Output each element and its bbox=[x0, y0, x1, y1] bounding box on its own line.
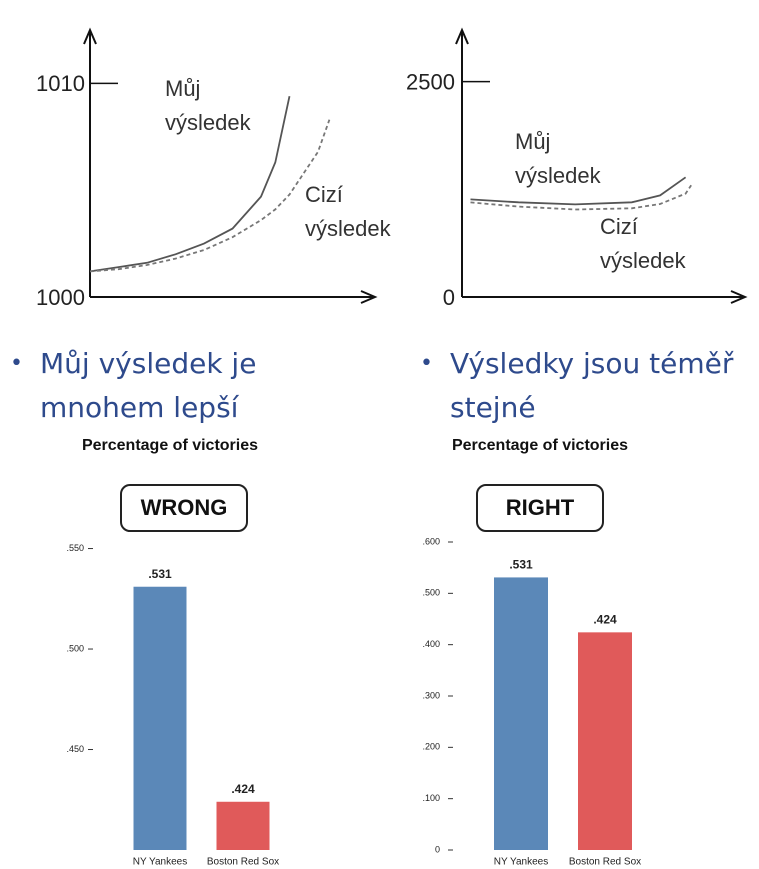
caption: Výsledky jsou téměř stejné bbox=[420, 342, 750, 430]
series-label: Můj výsledek bbox=[165, 76, 251, 135]
series-line bbox=[470, 176, 687, 206]
y-tick-label: .300 bbox=[422, 690, 440, 700]
chart-title: Percentage of victories bbox=[451, 437, 629, 454]
series-label: Cizí výsledek bbox=[600, 214, 686, 273]
x-tick-label: Boston Red Sox bbox=[207, 857, 279, 868]
y-tick-label: .500 bbox=[422, 588, 440, 598]
bar bbox=[494, 577, 548, 850]
y-tick-label: .100 bbox=[422, 793, 440, 803]
x-tick-label: Boston Red Sox bbox=[569, 857, 641, 868]
bar bbox=[133, 586, 187, 850]
y-tick-label: .450 bbox=[66, 744, 84, 754]
bar bbox=[578, 632, 632, 850]
y-tick-label: 1010 bbox=[36, 71, 85, 96]
bar bbox=[216, 801, 270, 850]
series-line bbox=[89, 96, 291, 273]
x-axis bbox=[462, 290, 748, 304]
series-label: Můj výsledek bbox=[515, 129, 601, 188]
x-tick-label: NY Yankees bbox=[494, 857, 548, 868]
value-label: .424 bbox=[593, 613, 617, 627]
x-tick-label: NY Yankees bbox=[133, 857, 187, 868]
y-tick-label: .500 bbox=[66, 643, 84, 653]
y-tick-label: 0 bbox=[443, 285, 455, 310]
y-tick-label: .400 bbox=[422, 639, 440, 649]
series-line bbox=[470, 184, 692, 211]
y-tick-label: .600 bbox=[422, 536, 440, 546]
y-tick-label: .200 bbox=[422, 742, 440, 752]
value-label: .531 bbox=[148, 567, 172, 581]
value-label: .531 bbox=[509, 558, 533, 572]
annotation: WRONG bbox=[120, 484, 248, 532]
caption: Můj výsledek je mnohem lepší bbox=[10, 342, 300, 430]
series-label: Cizí výsledek bbox=[305, 182, 391, 241]
x-axis bbox=[90, 290, 378, 304]
value-label: .424 bbox=[231, 782, 255, 796]
y-tick-label: 0 bbox=[435, 844, 440, 854]
y-axis bbox=[83, 27, 97, 297]
y-tick-label: 1000 bbox=[36, 285, 85, 310]
annotation: RIGHT bbox=[476, 484, 604, 532]
series-line bbox=[89, 119, 331, 273]
y-tick-label: 2500 bbox=[406, 69, 455, 94]
chart-title: Percentage of victories bbox=[81, 437, 259, 454]
y-axis bbox=[455, 27, 469, 297]
y-tick-label: .550 bbox=[66, 543, 84, 553]
